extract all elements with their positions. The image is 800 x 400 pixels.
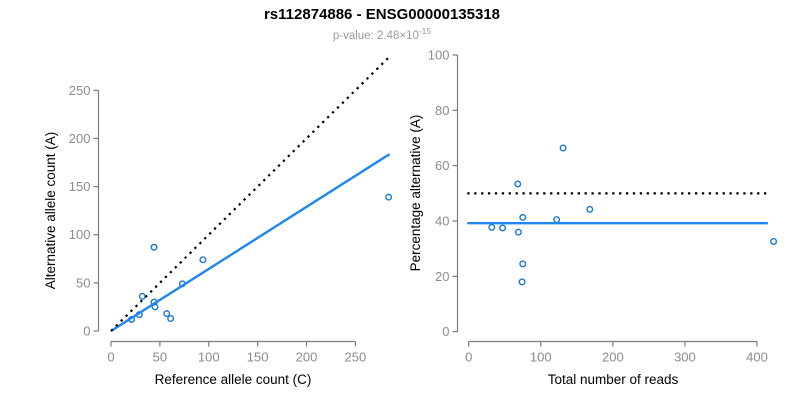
y-tick-label: 40 bbox=[435, 214, 449, 229]
data-point bbox=[518, 278, 526, 286]
x-tick-label: 250 bbox=[345, 350, 367, 365]
regression-line bbox=[110, 153, 391, 333]
y-tick-label: 100 bbox=[69, 227, 91, 242]
data-point bbox=[385, 193, 393, 201]
y-tick-label: 50 bbox=[76, 275, 90, 290]
x-axis-label: Reference allele count (C) bbox=[155, 372, 312, 387]
y-axis-label: Alternative allele count (A) bbox=[43, 132, 58, 290]
x-tick-label: 200 bbox=[296, 350, 318, 365]
x-tick-label: 300 bbox=[674, 350, 696, 365]
page-title: rs112874886 - ENSG00000135318 bbox=[263, 6, 501, 23]
x-tick-label: 0 bbox=[107, 350, 114, 365]
data-point bbox=[167, 314, 175, 322]
data-point bbox=[770, 237, 778, 245]
data-point bbox=[138, 292, 146, 300]
x-axis-label: Total number of reads bbox=[548, 372, 679, 387]
y-tick-label: 150 bbox=[69, 179, 91, 194]
x-tick-label: 400 bbox=[746, 350, 768, 365]
data-point bbox=[499, 224, 507, 232]
identity-line bbox=[110, 55, 391, 332]
data-point bbox=[559, 144, 567, 152]
data-point bbox=[519, 260, 527, 268]
data-point bbox=[519, 213, 527, 221]
x-tick-label: 100 bbox=[198, 350, 220, 365]
data-point bbox=[150, 243, 158, 251]
y-axis-label: Percentage alternative (A) bbox=[408, 115, 423, 272]
scatter-plot-allele-counts: 250 200 150 100 50 0 250 200 150 100 50 0 Reference… bbox=[43, 55, 393, 387]
pvalue-exponent: -15 bbox=[418, 26, 432, 36]
y-tick-label: 100 bbox=[428, 48, 450, 63]
data-point bbox=[514, 228, 522, 236]
y-tick-label: 200 bbox=[69, 131, 91, 146]
subtitle-pvalue: p-value: 2.48×10-15 bbox=[0, 26, 764, 42]
y-tick-label: 0 bbox=[83, 324, 90, 339]
data-point bbox=[199, 256, 207, 264]
x-tick-label: 200 bbox=[602, 350, 624, 365]
y-tick-label: 60 bbox=[435, 158, 449, 173]
x-tick-label: 100 bbox=[530, 350, 552, 365]
y-tick-label: 80 bbox=[435, 103, 449, 118]
data-point bbox=[553, 216, 561, 224]
data-point bbox=[514, 180, 522, 188]
pvalue-text: p-value: 2.48×10 bbox=[332, 29, 419, 42]
x-tick-label: 150 bbox=[247, 350, 269, 365]
x-tick-label: 50 bbox=[153, 350, 167, 365]
data-point bbox=[488, 223, 496, 231]
x-tick-label: 0 bbox=[465, 350, 472, 365]
data-point bbox=[586, 205, 594, 213]
y-tick-label: 0 bbox=[442, 324, 449, 339]
y-tick-label: 250 bbox=[69, 83, 91, 98]
data-point bbox=[163, 310, 171, 318]
y-tick-label: 20 bbox=[435, 269, 449, 284]
